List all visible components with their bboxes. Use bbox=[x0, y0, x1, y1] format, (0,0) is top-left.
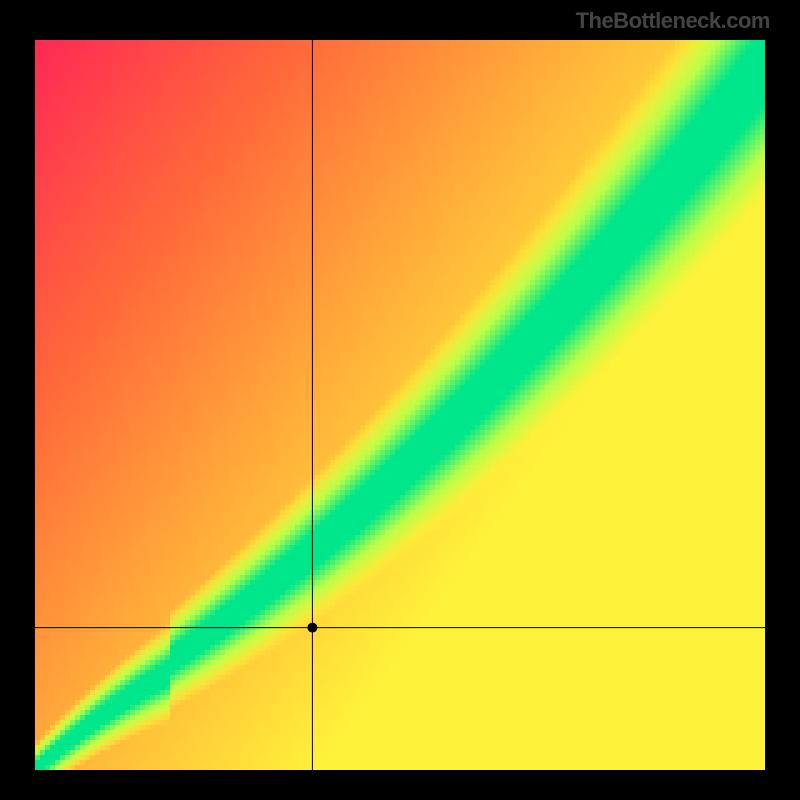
chart-area bbox=[35, 40, 765, 770]
watermark-text: TheBottleneck.com bbox=[576, 8, 770, 34]
bottleneck-heatmap bbox=[35, 40, 765, 770]
chart-container: TheBottleneck.com bbox=[0, 0, 800, 800]
